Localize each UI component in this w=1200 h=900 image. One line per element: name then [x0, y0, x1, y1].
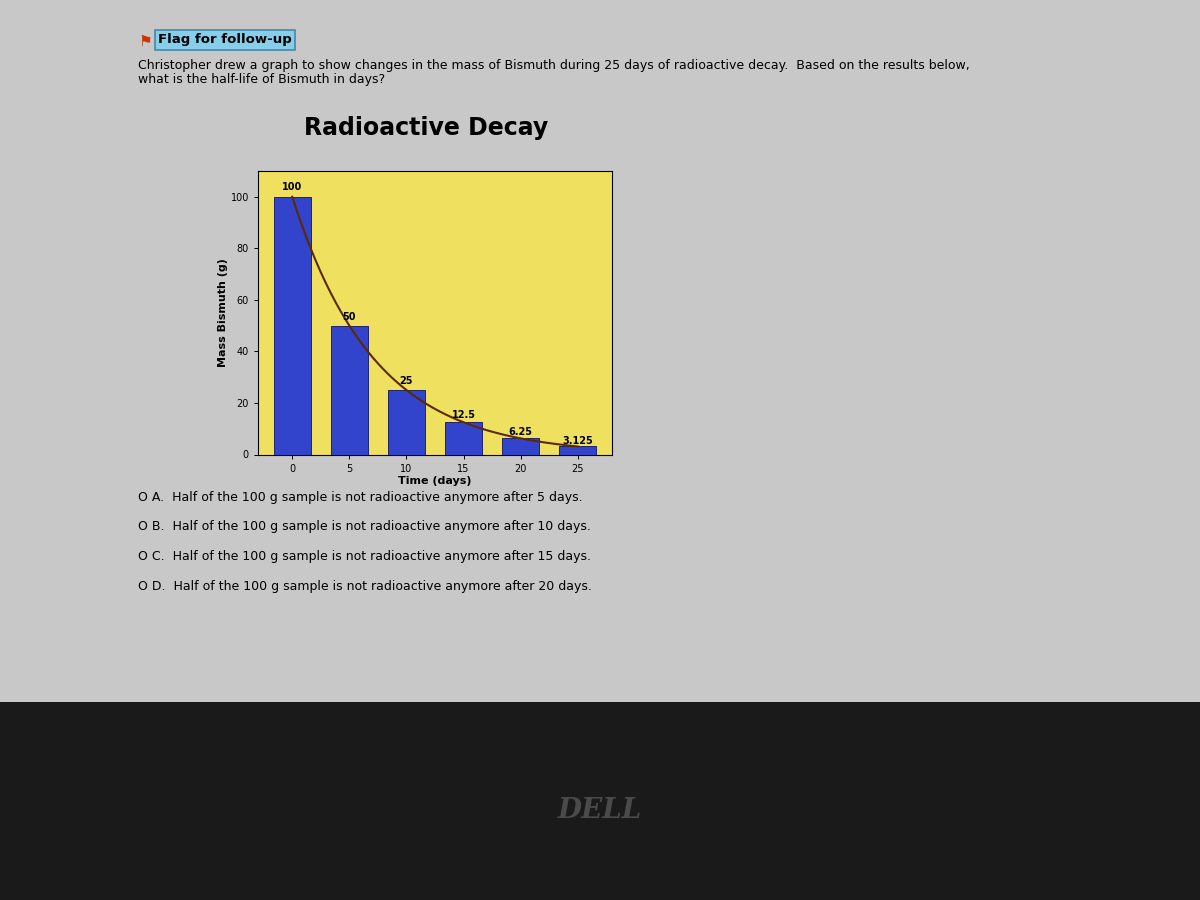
Y-axis label: Mass Bismuth (g): Mass Bismuth (g) — [218, 258, 228, 367]
Text: O D.  Half of the 100 g sample is not radioactive anymore after 20 days.: O D. Half of the 100 g sample is not rad… — [138, 580, 592, 592]
Text: 50: 50 — [343, 311, 356, 322]
X-axis label: Time (days): Time (days) — [398, 476, 472, 486]
Text: Christopher drew a graph to show changes in the mass of Bismuth during 25 days o: Christopher drew a graph to show changes… — [138, 58, 970, 86]
Bar — [445, 422, 482, 454]
Text: 3.125: 3.125 — [563, 436, 593, 446]
Text: Flag for follow-up: Flag for follow-up — [158, 33, 292, 46]
Text: O C.  Half of the 100 g sample is not radioactive anymore after 15 days.: O C. Half of the 100 g sample is not rad… — [138, 550, 592, 562]
Text: ⚑: ⚑ — [138, 34, 151, 50]
Text: 100: 100 — [282, 182, 302, 192]
Text: DELL: DELL — [558, 796, 642, 824]
Bar — [274, 197, 311, 454]
Bar — [388, 390, 425, 454]
Bar — [331, 326, 367, 454]
Bar — [503, 438, 539, 454]
Text: O A.  Half of the 100 g sample is not radioactive anymore after 5 days.: O A. Half of the 100 g sample is not rad… — [138, 491, 583, 503]
Text: Radioactive Decay: Radioactive Decay — [304, 115, 548, 140]
Bar — [559, 446, 596, 454]
Text: 12.5: 12.5 — [451, 410, 475, 419]
Text: 25: 25 — [400, 376, 413, 386]
Text: 6.25: 6.25 — [509, 428, 533, 437]
Text: O B.  Half of the 100 g sample is not radioactive anymore after 10 days.: O B. Half of the 100 g sample is not rad… — [138, 520, 590, 533]
